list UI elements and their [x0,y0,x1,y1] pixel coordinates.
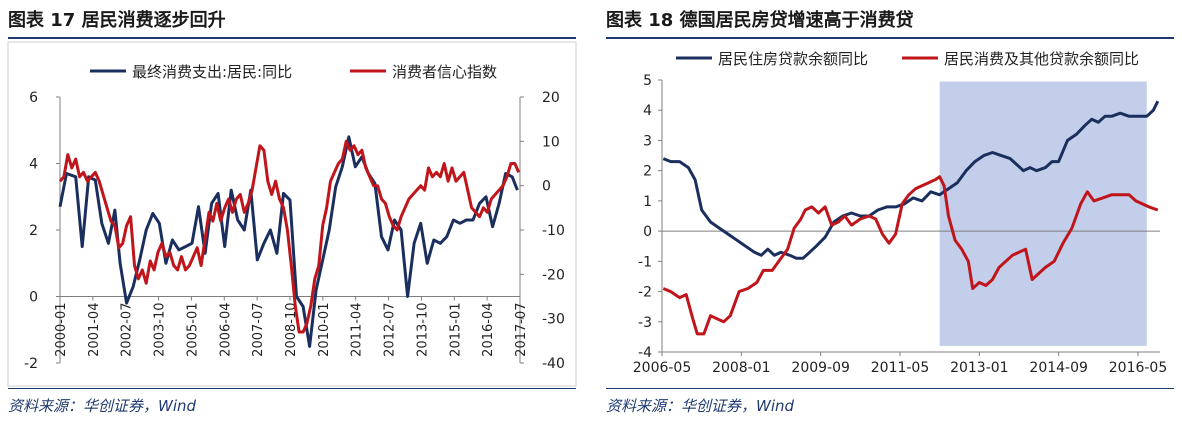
x-tick-label: 2007-07 [251,303,266,357]
y-tick-label: 4 [643,103,652,119]
y-tick-label: -2 [638,285,652,301]
right-source: 资料来源：华创证券，Wind [606,397,795,415]
y-left-tick-label: 0 [29,290,38,306]
left-bottom-rule [8,388,576,389]
y-tick-label: 1 [643,194,652,210]
x-tick-label: 2002-07 [120,303,135,357]
x-tick-label: 2012-07 [383,303,398,357]
y-right-tick-label: -40 [542,356,565,372]
y-left-tick-label: 2 [29,223,38,239]
legend-label: 居民消费及其他贷款余额同比 [944,50,1139,68]
consumer-loan-growth-line [662,175,1159,336]
mortgage-growth-line [662,100,1160,260]
shaded-period [939,81,1147,346]
x-tick-label: 2013-01 [950,360,1009,376]
x-tick-label: 2011-05 [871,360,930,376]
left-chart-title: 图表 17 居民消费逐步回升 [8,10,226,31]
left-title-rule [8,37,576,39]
x-tick-label: 2001-04 [87,303,102,357]
x-tick-label: 2003-10 [153,303,168,357]
x-tick-label: 2010-01 [317,303,332,357]
x-tick-label: 2013-10 [415,303,430,357]
y-tick-label: 3 [643,133,652,149]
y-tick-label: -3 [638,315,652,331]
legend-label: 居民住房贷款余额同比 [718,50,868,68]
y-tick-label: 5 [643,73,652,89]
y-right-tick-label: 0 [542,179,551,195]
x-tick-label: 2017-07 [514,303,529,357]
y-tick-label: 0 [643,224,652,240]
y-right-tick-label: -30 [542,312,565,328]
y-left-tick-label: 6 [29,90,38,106]
x-tick-label: 2008-10 [284,303,299,357]
y-right-tick-label: -10 [542,223,565,239]
y-right-tick-label: 20 [542,90,560,106]
x-tick-label: 2011-04 [350,303,365,357]
x-tick-label: 2016-04 [481,302,496,356]
y-right-tick-label: -20 [542,267,565,283]
x-tick-label: 2005-01 [185,303,200,357]
x-tick-label: 2000-01 [54,303,69,357]
y-tick-label: -4 [638,345,652,361]
y-tick-label: -1 [638,254,652,270]
x-tick-label: 2006-05 [633,360,692,376]
y-right-tick-label: 10 [542,134,560,150]
x-tick-label: 2009-09 [791,360,850,376]
x-tick-label: 2014-09 [1029,360,1088,376]
x-tick-label: 2015-01 [448,303,463,357]
right-bottom-rule [606,388,1174,389]
x-tick-label: 2006-04 [218,303,233,357]
x-tick-label: 2016-05 [1109,360,1168,376]
legend-label: 最终消费支出:居民:同比 [132,63,292,81]
y-left-tick-label: -2 [24,356,38,372]
consumer-confidence-line [58,139,521,334]
right-chart-title: 图表 18 德国居民房贷增速高于消费贷 [606,10,914,31]
x-tick-label: 2008-01 [712,360,771,376]
legend-label: 消费者信心指数 [392,63,497,81]
left-source: 资料来源：华创证券，Wind [8,397,197,415]
y-tick-label: 2 [643,164,652,180]
right-title-rule [606,37,1174,39]
y-left-tick-label: 4 [29,157,38,173]
consumption-growth-line [58,135,519,348]
